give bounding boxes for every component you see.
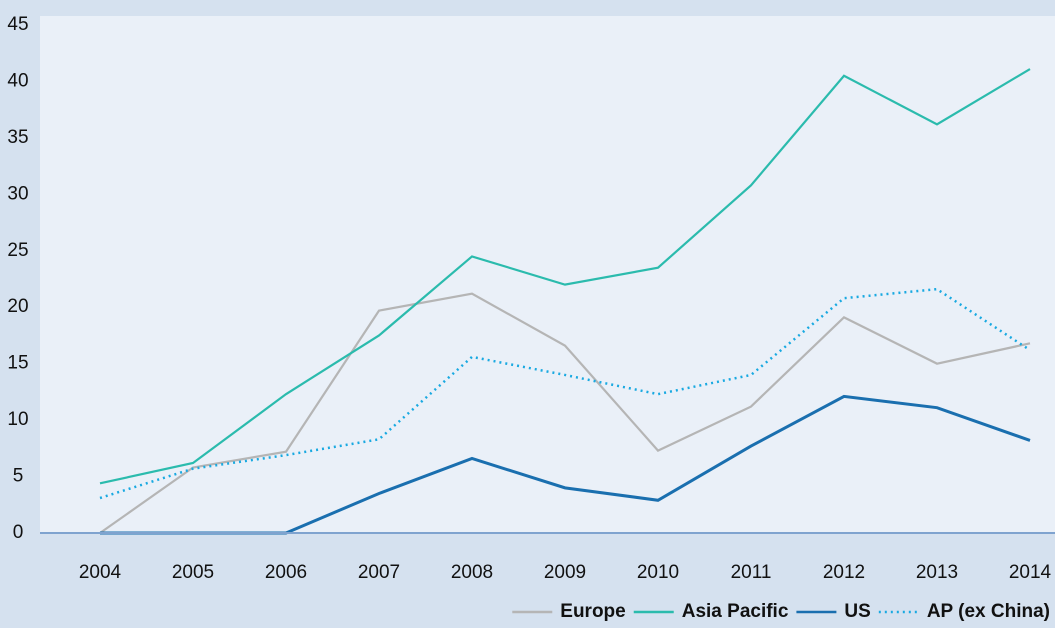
x-tick-label: 2004 — [79, 562, 122, 583]
x-tick-label: 2007 — [358, 562, 400, 583]
y-tick-label: 5 — [13, 466, 24, 487]
x-tick-label: 2014 — [1009, 562, 1052, 583]
legend-label: Europe — [560, 601, 625, 622]
y-tick-label: 40 — [7, 70, 28, 91]
x-tick-label: 2008 — [451, 562, 493, 583]
series-line — [99, 287, 1031, 500]
x-tick-label: 2011 — [731, 562, 772, 583]
x-tick-label: 2013 — [916, 562, 958, 583]
y-tick-label: 10 — [7, 409, 28, 430]
legend-label: AP (ex China) — [927, 601, 1050, 622]
legend-label: Asia Pacific — [682, 601, 789, 622]
y-tick-label: 0 — [13, 522, 24, 543]
series-line — [99, 292, 1031, 534]
x-tick-label: 2009 — [544, 562, 586, 583]
x-tick-label: 2010 — [637, 562, 679, 583]
y-tick-label: 20 — [7, 296, 28, 317]
y-tick-label: 25 — [7, 240, 28, 261]
plot-area — [40, 16, 1055, 533]
y-tick-label: 35 — [7, 127, 28, 148]
legend-label: US — [844, 601, 870, 622]
x-tick-label: 2005 — [172, 562, 214, 583]
x-tick-label: 2006 — [265, 562, 307, 583]
y-tick-label: 30 — [7, 183, 28, 204]
series-line — [99, 68, 1031, 485]
y-tick-label: 45 — [7, 14, 28, 35]
x-tick-label: 2012 — [823, 562, 865, 583]
y-tick-label: 15 — [7, 353, 28, 374]
legend: Europe Asia Pacific US AP (ex China) — [512, 601, 1050, 622]
